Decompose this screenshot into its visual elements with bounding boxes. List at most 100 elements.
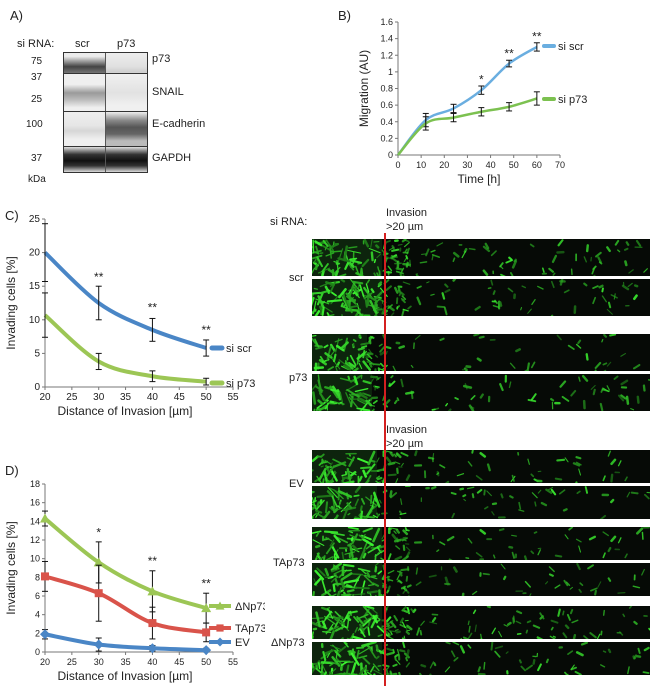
cell	[314, 240, 323, 247]
cell	[548, 566, 555, 573]
cell	[414, 334, 421, 340]
cell	[625, 395, 630, 405]
cell	[379, 345, 386, 353]
cell	[341, 672, 346, 675]
cell	[324, 556, 334, 560]
cell	[333, 534, 341, 543]
cell	[530, 393, 537, 401]
cell	[405, 546, 411, 552]
cell	[620, 394, 627, 400]
cell	[500, 563, 506, 570]
cell	[361, 258, 370, 268]
cell	[642, 384, 646, 392]
cell	[324, 459, 332, 465]
cell	[527, 308, 532, 314]
cell	[594, 589, 597, 596]
cell	[330, 661, 340, 666]
cell	[312, 335, 317, 337]
protein-label-gapdh: GAPDH	[152, 152, 192, 164]
cell	[356, 310, 365, 316]
y-tick-label: 18	[30, 479, 40, 489]
cell	[377, 281, 383, 286]
cell	[384, 255, 390, 260]
cell	[333, 569, 343, 575]
cell	[332, 583, 336, 593]
cell	[479, 452, 487, 458]
cell	[567, 344, 575, 350]
cell	[477, 666, 481, 673]
significance-mark: *	[479, 73, 484, 87]
cell	[622, 613, 626, 618]
cell	[344, 642, 348, 645]
cell	[318, 404, 327, 411]
cell	[396, 572, 401, 581]
cell	[363, 626, 368, 630]
cell	[384, 345, 392, 350]
cell	[331, 545, 340, 559]
cell	[552, 272, 556, 276]
cell	[330, 505, 336, 512]
x-axis-label: Distance of Invasion [µm]	[58, 404, 193, 418]
cell	[342, 506, 357, 512]
cell	[370, 614, 379, 629]
cell	[316, 475, 323, 483]
cell	[367, 351, 374, 356]
cell	[467, 644, 472, 649]
cell	[575, 481, 578, 483]
cell	[405, 657, 409, 662]
cell	[341, 594, 352, 596]
cell	[340, 279, 346, 283]
legend-label: ΔNp73	[235, 601, 265, 613]
cell	[511, 534, 517, 537]
cell	[405, 630, 410, 635]
cell	[508, 256, 513, 261]
cell	[357, 335, 362, 338]
y-tick-label: 14	[30, 516, 40, 526]
cell	[456, 473, 465, 477]
cell	[602, 531, 609, 537]
cell	[317, 295, 325, 308]
significance-mark: *	[96, 525, 101, 539]
cell	[374, 565, 378, 573]
cell	[341, 624, 347, 629]
cell	[391, 248, 400, 252]
cell	[370, 288, 375, 294]
cell	[594, 369, 597, 371]
cell	[324, 479, 334, 483]
cell	[421, 253, 427, 255]
cell	[352, 367, 359, 371]
cell	[347, 301, 353, 314]
cell	[444, 480, 450, 483]
cell	[575, 538, 582, 543]
cell	[394, 461, 401, 465]
cell	[314, 263, 319, 271]
cell	[436, 305, 446, 309]
cell	[358, 392, 368, 400]
cell	[366, 279, 371, 284]
cell	[332, 353, 337, 363]
cell	[312, 590, 315, 596]
cell	[400, 498, 403, 505]
cell	[394, 628, 399, 632]
cell	[602, 552, 606, 559]
cell	[389, 670, 393, 675]
cell	[607, 648, 612, 654]
cell	[352, 635, 364, 639]
cell	[513, 258, 517, 263]
cell	[410, 608, 415, 613]
cell	[312, 660, 321, 674]
cell	[352, 593, 366, 596]
cell	[350, 652, 360, 666]
cell	[374, 385, 380, 388]
cell	[321, 620, 327, 628]
blot-snail	[63, 73, 148, 117]
cell	[420, 664, 427, 668]
cell	[386, 589, 390, 594]
cell	[325, 542, 335, 555]
cell	[345, 664, 350, 674]
cell	[484, 506, 489, 510]
cell	[346, 388, 360, 398]
cell	[366, 463, 376, 475]
cell	[324, 246, 327, 251]
cell	[602, 650, 607, 653]
